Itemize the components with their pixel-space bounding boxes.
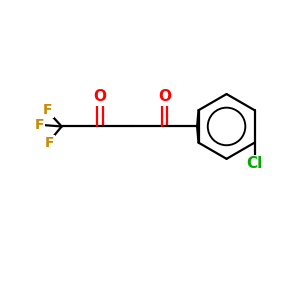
Text: O: O	[158, 89, 171, 104]
Text: O: O	[93, 89, 106, 104]
Text: F: F	[43, 103, 53, 117]
Text: F: F	[44, 136, 54, 150]
Text: Cl: Cl	[247, 156, 263, 171]
Text: F: F	[34, 118, 44, 132]
